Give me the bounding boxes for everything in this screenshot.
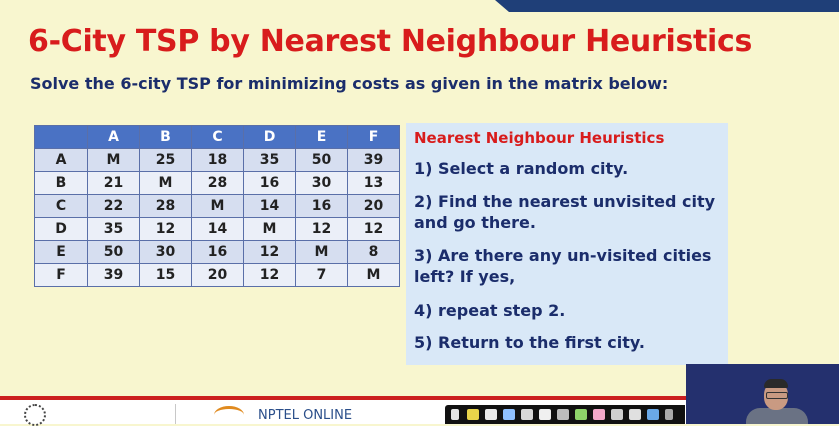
presenter-webcam xyxy=(686,364,839,424)
table-cell: 15 xyxy=(139,263,192,287)
column-header: D xyxy=(243,125,296,149)
nptel-logo-icon xyxy=(214,406,244,424)
more-icon[interactable] xyxy=(665,409,673,420)
pen-white-icon[interactable] xyxy=(485,409,497,420)
table-cell: 7 xyxy=(295,263,348,287)
heuristic-step: 5) Return to the first city. xyxy=(414,333,645,352)
table-cell: 25 xyxy=(139,148,192,172)
table-cell: 35 xyxy=(243,148,296,172)
table-cell: 20 xyxy=(191,263,244,287)
row-label: E xyxy=(34,240,88,264)
nptel-brand-text: NPTEL ONLINE xyxy=(258,408,353,423)
table-cell: 39 xyxy=(87,263,140,287)
table-row: E 50 30 16 12 M 8 xyxy=(34,240,400,264)
column-header: B xyxy=(139,125,192,149)
table-cell: 20 xyxy=(347,194,400,218)
institute-logo-icon xyxy=(24,404,46,426)
undo-icon[interactable] xyxy=(647,409,659,420)
table-cell: 13 xyxy=(347,171,400,195)
cost-matrix-table: A B C D E F A M 25 18 35 50 39 B 21 M 28… xyxy=(34,125,400,287)
table-row: C 22 28 M 14 16 20 xyxy=(34,194,400,218)
top-bar xyxy=(0,0,839,12)
table-cell: M xyxy=(87,148,140,172)
table-cell: M xyxy=(295,240,348,264)
annotation-toolbar xyxy=(445,405,685,424)
table-cell: 14 xyxy=(191,217,244,241)
table-cell: 21 xyxy=(87,171,140,195)
table-cell: 28 xyxy=(191,171,244,195)
table-cell: M xyxy=(243,217,296,241)
table-cell: 16 xyxy=(243,171,296,195)
table-header-row: A B C D E F xyxy=(34,125,400,149)
clear-icon[interactable] xyxy=(629,409,641,420)
table-cell: 12 xyxy=(347,217,400,241)
table-cell: M xyxy=(191,194,244,218)
pen-yellow-icon[interactable] xyxy=(467,409,479,420)
table-row: A M 25 18 35 50 39 xyxy=(34,148,400,172)
table-cell: M xyxy=(347,263,400,287)
pen-green-icon[interactable] xyxy=(575,409,587,420)
highlighter-icon[interactable] xyxy=(503,409,515,420)
pen-pink-icon[interactable] xyxy=(593,409,605,420)
slide-subtitle: Solve the 6-city TSP for minimizing cost… xyxy=(30,74,669,93)
marker-icon[interactable] xyxy=(611,409,623,420)
presenter-glasses xyxy=(766,392,788,399)
table-cell: 16 xyxy=(295,194,348,218)
table-cell: 35 xyxy=(87,217,140,241)
table-corner-cell xyxy=(34,125,88,149)
column-header: F xyxy=(347,125,400,149)
table-cell: 12 xyxy=(243,240,296,264)
eraser-icon[interactable] xyxy=(521,409,533,420)
table-cell: 8 xyxy=(347,240,400,264)
footer-divider xyxy=(0,396,686,400)
table-cell: 50 xyxy=(87,240,140,264)
heuristic-step: 2) Find the nearest unvisited city and g… xyxy=(414,192,716,232)
heuristics-box: Nearest Neighbour Heuristics 1) Select a… xyxy=(406,123,728,365)
footer-separator xyxy=(175,404,176,424)
table-cell: 12 xyxy=(295,217,348,241)
row-label: F xyxy=(34,263,88,287)
play-icon[interactable] xyxy=(451,409,459,420)
row-label: A xyxy=(34,148,88,172)
row-label: B xyxy=(34,171,88,195)
heuristic-step: 1) Select a random city. xyxy=(414,159,629,178)
line-tool-icon[interactable] xyxy=(539,409,551,420)
presenter-hair xyxy=(764,379,788,388)
presenter-body xyxy=(746,408,808,424)
table-cell: 50 xyxy=(295,148,348,172)
table-cell: 14 xyxy=(243,194,296,218)
column-header: C xyxy=(191,125,244,149)
table-cell: 28 xyxy=(139,194,192,218)
shape-tool-icon[interactable] xyxy=(557,409,569,420)
table-cell: 30 xyxy=(295,171,348,195)
table-cell: 22 xyxy=(87,194,140,218)
table-cell: 39 xyxy=(347,148,400,172)
heuristic-step: 4) repeat step 2. xyxy=(414,301,566,320)
column-header: E xyxy=(295,125,348,149)
table-cell: 12 xyxy=(139,217,192,241)
row-label: D xyxy=(34,217,88,241)
row-label: C xyxy=(34,194,88,218)
table-cell: 30 xyxy=(139,240,192,264)
table-cell: 16 xyxy=(191,240,244,264)
heuristics-title: Nearest Neighbour Heuristics xyxy=(414,129,665,147)
table-row: B 21 M 28 16 30 13 xyxy=(34,171,400,195)
table-row: F 39 15 20 12 7 M xyxy=(34,263,400,287)
slide-title: 6-City TSP by Nearest Neighbour Heuristi… xyxy=(28,24,753,59)
table-row: D 35 12 14 M 12 12 xyxy=(34,217,400,241)
table-cell: 12 xyxy=(243,263,296,287)
top-bar-accent xyxy=(495,0,839,12)
table-cell: M xyxy=(139,171,192,195)
table-cell: 18 xyxy=(191,148,244,172)
column-header: A xyxy=(87,125,140,149)
heuristic-step: 3) Are there any un-visited cities left?… xyxy=(414,246,712,286)
